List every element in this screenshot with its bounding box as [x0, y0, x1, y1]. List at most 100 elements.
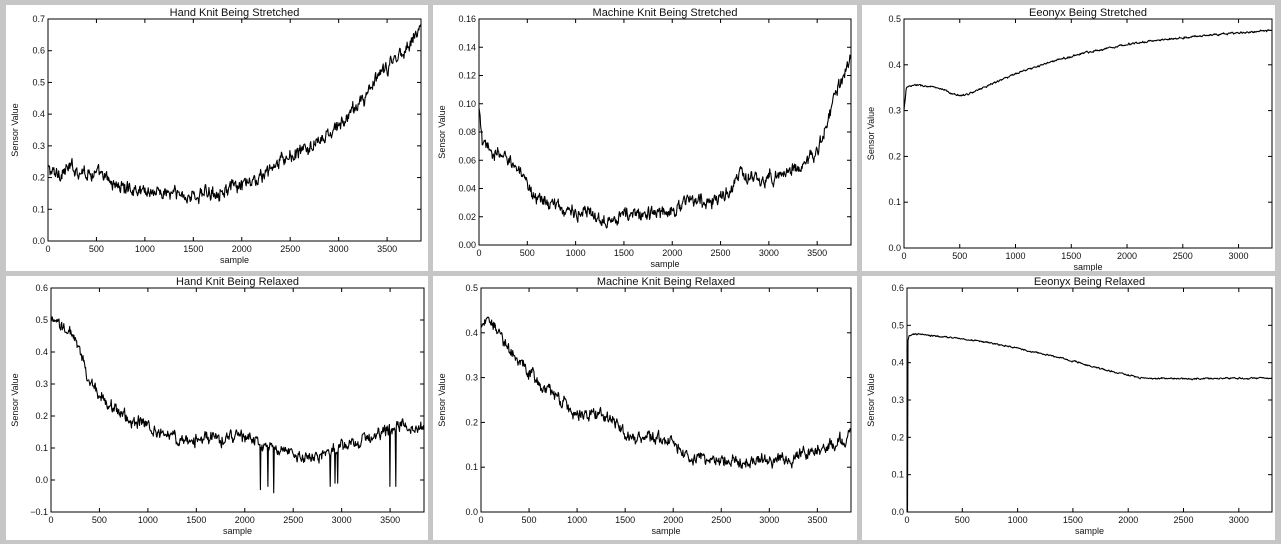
series-line [480, 316, 852, 469]
x-tick-label: 2500 [1173, 515, 1193, 525]
chart-title: Machine Knit Being Stretched [593, 7, 738, 19]
x-tick-label: 0 [478, 515, 483, 525]
x-tick-label: 0 [45, 244, 50, 254]
x-tick-label: 2000 [1118, 515, 1138, 525]
x-tick-label: 500 [92, 515, 107, 525]
chart-panel-hand-knit-stretched: Hand Knit Being Stretched 0 500 1000 1500 200… [6, 5, 428, 271]
x-tick-label: 2000 [663, 515, 683, 525]
x-tick-label: 0 [901, 251, 906, 261]
y-tick-label: 0.00 [458, 240, 476, 250]
x-tick-label: 1500 [183, 244, 203, 254]
x-tick-label: 1000 [138, 515, 158, 525]
x-tick-label: 500 [955, 515, 970, 525]
y-axis-label: Sensor Value [866, 107, 876, 160]
series-line [478, 54, 852, 229]
x-tick-label: 3500 [807, 248, 827, 258]
x-tick-label: 2500 [280, 244, 300, 254]
y-tick-label: 0.1 [32, 204, 45, 214]
x-tick-label: 0 [904, 515, 909, 525]
y-tick-label: 0.0 [465, 507, 478, 517]
chart-eeonyx-stretched: Eeonyx Being Stretched 0 500 1000 1500 2000 25… [866, 7, 1273, 271]
x-tick-label: 2500 [1173, 251, 1193, 261]
y-tick-label: 0.3 [465, 373, 478, 383]
x-tick-label: 3000 [1229, 251, 1249, 261]
y-tick-label: 0.1 [35, 443, 48, 453]
y-tick-label: 0.10 [458, 99, 476, 109]
y-tick-label: 0.12 [458, 71, 476, 81]
x-tick-label: 1500 [1061, 251, 1081, 261]
y-tick-label: 0.5 [32, 77, 45, 87]
plot-frame [903, 18, 1273, 249]
x-tick-label: 1000 [1008, 515, 1028, 525]
chart-title: Hand Knit Being Stretched [170, 7, 300, 19]
x-tick-label: 3000 [1229, 515, 1249, 525]
plot-frame [480, 287, 852, 513]
y-tick-label: 0.4 [891, 358, 904, 368]
y-tick-label: 0.1 [891, 470, 904, 480]
plot-frame [47, 18, 422, 242]
y-tick-label: 0.02 [458, 212, 476, 222]
y-tick-label: 0.0 [891, 507, 904, 517]
x-tick-label: 2500 [711, 515, 731, 525]
x-tick-label: 1000 [135, 244, 155, 254]
y-tick-label: 0.3 [891, 395, 904, 405]
x-tick-label: 500 [89, 244, 104, 254]
x-tick-label: 1500 [614, 248, 634, 258]
x-tick-label: 3000 [332, 515, 352, 525]
chart-panel-hand-knit-relaxed: Hand Knit Being Relaxed 0 500 1000 1500 2000 2… [6, 276, 428, 540]
x-axis-label: sample [223, 526, 252, 536]
y-tick-label: 0.2 [891, 432, 904, 442]
y-tick-label: 0.3 [32, 141, 45, 151]
y-tick-label: 0.4 [32, 109, 45, 119]
series-line [47, 24, 422, 205]
chart-panel-machine-knit-stretched: Machine Knit Being Stretched 0 500 1000 1500… [433, 5, 857, 271]
chart-machine-knit-relaxed: Machine Knit Being Relaxed 0 500 1000 1500 20… [437, 276, 852, 536]
x-tick-label: 2500 [711, 248, 731, 258]
x-tick-label: 3500 [807, 515, 827, 525]
chart-title: Eeonyx Being Stretched [1029, 7, 1147, 19]
y-tick-label: 0.7 [32, 14, 45, 24]
x-tick-label: 2500 [283, 515, 303, 525]
x-tick-label: 500 [522, 515, 537, 525]
y-tick-label: 0.04 [458, 184, 476, 194]
chart-eeonyx-relaxed: Eeonyx Being Relaxed 0 500 1000 1500 2000 2500… [866, 276, 1273, 536]
y-tick-label: 0.3 [35, 379, 48, 389]
x-tick-label: 3000 [329, 244, 349, 254]
series-line [50, 316, 425, 494]
y-axis-label: Sensor Value [10, 103, 20, 156]
y-tick-label: 0.0 [35, 475, 48, 485]
x-tick-label: 1000 [1005, 251, 1025, 261]
x-tick-label: 1500 [186, 515, 206, 525]
y-tick-label: 0.6 [35, 283, 48, 293]
y-tick-label: 0.5 [35, 315, 48, 325]
y-tick-label: 0.6 [32, 46, 45, 56]
x-tick-label: 1500 [615, 515, 635, 525]
x-tick-label: 2000 [662, 248, 682, 258]
y-tick-label: 0.06 [458, 155, 476, 165]
y-tick-label: 0.5 [465, 283, 478, 293]
chart-hand-knit-stretched: Hand Knit Being Stretched 0 500 1000 1500 200… [10, 7, 422, 265]
plot-frame [906, 287, 1273, 513]
x-tick-label: 2000 [1117, 251, 1137, 261]
y-tick-label: 0.14 [458, 42, 476, 52]
plot-frame [478, 18, 852, 246]
x-tick-label: 500 [520, 248, 535, 258]
chart-machine-knit-stretched: Machine Knit Being Stretched 0 500 1000 1500… [437, 7, 852, 269]
x-tick-label: 3000 [759, 515, 779, 525]
x-tick-label: 3500 [380, 515, 400, 525]
chart-hand-knit-relaxed: Hand Knit Being Relaxed 0 500 1000 1500 2000 2… [10, 276, 425, 536]
y-tick-label: 0.16 [458, 14, 476, 24]
y-tick-label: 0.2 [888, 151, 901, 161]
chart-panel-eeonyx-stretched: Eeonyx Being Stretched 0 500 1000 1500 2000 25… [862, 5, 1275, 271]
y-tick-label: 0.2 [35, 411, 48, 421]
x-tick-label: 1500 [1063, 515, 1083, 525]
series-line [906, 332, 1273, 513]
y-axis-label: Sensor Value [437, 105, 447, 158]
y-tick-label: 0.1 [888, 197, 901, 207]
chart-title: Eeonyx Being Relaxed [1034, 276, 1145, 288]
x-axis-label: sample [220, 255, 249, 265]
plot-frame [50, 287, 425, 513]
y-tick-label: 0.2 [465, 417, 478, 427]
x-axis-label: sample [1075, 526, 1104, 536]
y-tick-label: 0.0 [32, 236, 45, 246]
